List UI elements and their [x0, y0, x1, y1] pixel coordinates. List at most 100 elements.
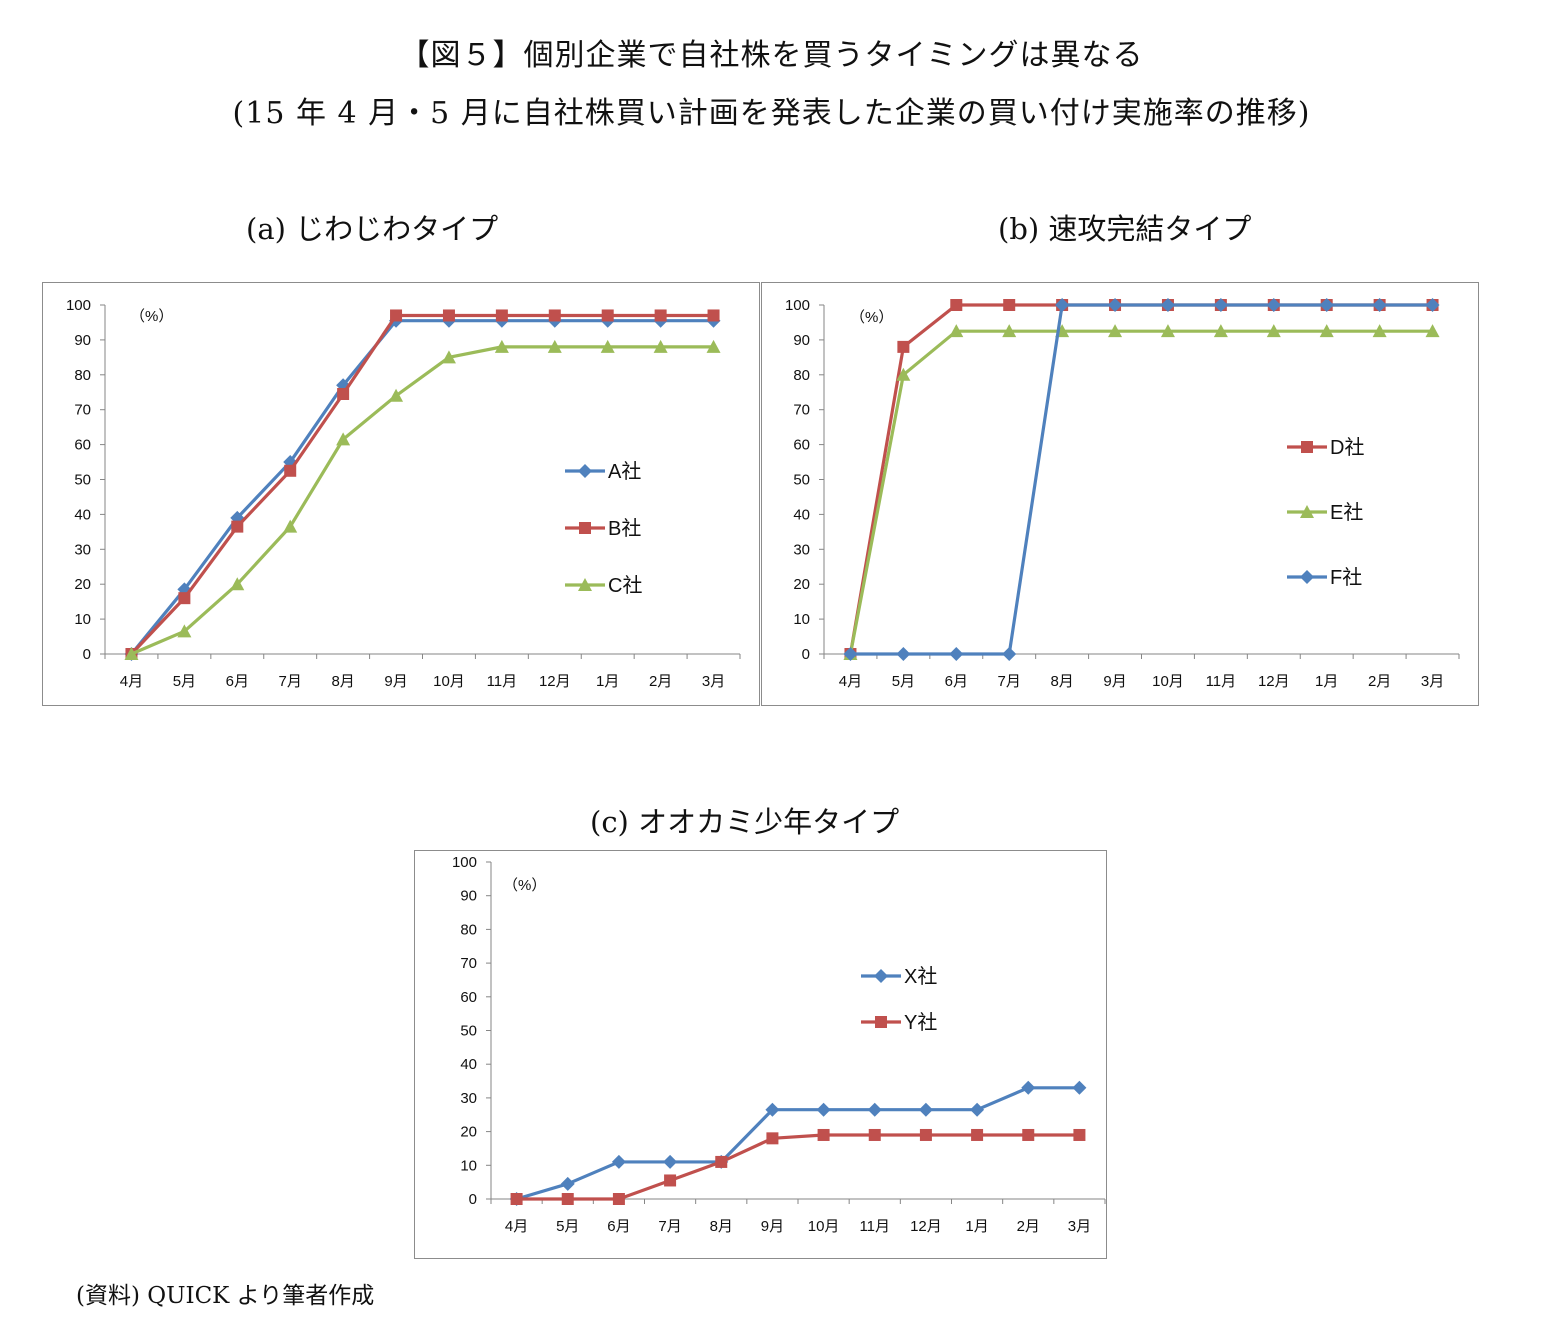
data-point: [1213, 324, 1228, 338]
x-tick-label: 9月: [1103, 673, 1126, 690]
data-point: [612, 1193, 625, 1205]
y-tick-label: 60: [460, 989, 477, 1006]
data-point: [547, 339, 562, 353]
legend-marker: [874, 969, 888, 983]
y-tick-label: 20: [74, 576, 91, 593]
legend-item: X社: [861, 965, 937, 988]
series-line: [516, 1133, 1080, 1201]
series-line: [516, 1086, 1080, 1201]
data-point: [1073, 1128, 1086, 1141]
data-point: [1372, 298, 1387, 312]
data-point: [178, 592, 191, 605]
data-point: [390, 309, 403, 322]
x-tick-label: 11月: [859, 1218, 890, 1235]
data-point: [1319, 324, 1334, 338]
legend-item: A社: [565, 460, 641, 483]
y-tick-label: 100: [66, 297, 91, 314]
data-point: [494, 339, 509, 353]
data-point: [1002, 324, 1017, 338]
legend-marker: [1300, 505, 1314, 518]
data-point: [653, 339, 668, 353]
x-tick-label: 2月: [1368, 673, 1391, 690]
legend-label: X社: [904, 965, 937, 988]
x-tick-label: 9月: [384, 673, 407, 690]
y-tick-label: 10: [460, 1157, 477, 1174]
data-point: [389, 388, 404, 402]
data-point: [601, 309, 614, 322]
data-point: [1425, 298, 1440, 312]
data-point: [817, 1128, 830, 1141]
y-tick-label: 70: [74, 402, 91, 419]
x-tick-label: 12月: [539, 673, 571, 690]
legend-item: C社: [565, 574, 642, 597]
y-tick-label: 80: [793, 367, 810, 384]
data-point: [715, 1155, 728, 1168]
x-tick-label: 5月: [556, 1218, 579, 1235]
x-tick-label: 1月: [1315, 673, 1338, 690]
data-point: [1160, 324, 1175, 338]
data-point: [611, 1154, 626, 1169]
data-point: [336, 432, 351, 446]
data-point: [896, 647, 911, 661]
legend-label: F社: [1330, 566, 1362, 589]
chart-c-plot: 0 10 20 30 40 50 60 70 80 90 100 4月 5月 6月 7月 8月 9月 10月 11月…: [452, 854, 1106, 1235]
y-tick-label: 0: [469, 1191, 477, 1208]
data-point: [1003, 299, 1016, 311]
chart-a-panel: 0 10 20 30 40 50 60 70 80 90 100 4月 5月 6月 7月 8月 9月 10月 11月…: [42, 282, 760, 706]
unit-label: （%）: [850, 309, 893, 326]
data-point: [663, 1154, 678, 1169]
data-point: [706, 339, 721, 353]
data-point: [1266, 324, 1281, 338]
chart-b-plot: 0 10 20 30 40 50 60 70 80 90 100 4月 5月 6月 7月 8月 9月 10月 11月…: [785, 297, 1460, 690]
x-tick-label: 10月: [808, 1218, 840, 1235]
x-tick-label: 12月: [910, 1218, 942, 1235]
series-line: [848, 329, 1433, 655]
data-point: [1160, 298, 1175, 312]
data-point: [510, 1193, 523, 1205]
data-point: [284, 464, 297, 477]
y-tick-label: 90: [74, 332, 91, 349]
series-3: [124, 339, 721, 660]
y-tick-label: 40: [74, 506, 91, 523]
y-tick-label: 100: [785, 297, 810, 314]
legend-marker: [579, 522, 591, 534]
data-point: [766, 1132, 779, 1145]
data-point: [1022, 1128, 1035, 1141]
y-tick-label: 50: [460, 1023, 477, 1040]
x-tick-label: 6月: [945, 673, 968, 690]
x-tick-label: 11月: [1206, 673, 1237, 690]
data-point: [654, 309, 667, 322]
x-tick-label: 3月: [1421, 673, 1444, 690]
x-tick-label: 3月: [1068, 1218, 1091, 1235]
y-tick-label: 40: [793, 506, 810, 523]
x-tick-label: 8月: [1050, 673, 1073, 690]
figure-subtitle: (15 年 4 月・5 月に自社株買い計画を発表した企業の買い付け実施率の推移): [232, 96, 1311, 131]
data-point: [971, 1128, 984, 1141]
data-point: [561, 1193, 574, 1205]
chart-b-panel: 0 10 20 30 40 50 60 70 80 90 100 4月 5月 6月 7月 8月 9月 10月 11月…: [761, 282, 1479, 706]
x-tick-label: 4月: [120, 673, 143, 690]
x-tick-label: 10月: [433, 673, 465, 690]
legend-item: Y社: [861, 1011, 937, 1034]
legend-marker: [1300, 570, 1314, 584]
x-tick-label: 6月: [607, 1218, 630, 1235]
series-1: [124, 313, 721, 661]
data-point: [867, 1102, 882, 1117]
x-tick-label: 8月: [710, 1218, 733, 1235]
data-point: [495, 309, 508, 322]
x-tick-label: 6月: [226, 673, 249, 690]
y-tick-label: 80: [460, 921, 477, 938]
chart-b-title: (b) 速攻完結タイプ: [998, 212, 1252, 246]
y-tick-label: 80: [74, 367, 91, 384]
data-point: [949, 647, 964, 661]
chart-a-plot: 0 10 20 30 40 50 60 70 80 90 100 4月 5月 6月 7月 8月 9月 10月 11月…: [66, 297, 741, 690]
x-tick-label: 10月: [1152, 673, 1184, 690]
data-point: [950, 299, 963, 311]
legend-item: D社: [1287, 436, 1364, 459]
legend-marker: [875, 1016, 887, 1028]
y-tick-label: 30: [793, 541, 810, 558]
x-tick-label: 12月: [1258, 673, 1290, 690]
legend-label: A社: [608, 460, 641, 483]
legend-item: B社: [565, 517, 641, 540]
data-point: [918, 1102, 933, 1117]
